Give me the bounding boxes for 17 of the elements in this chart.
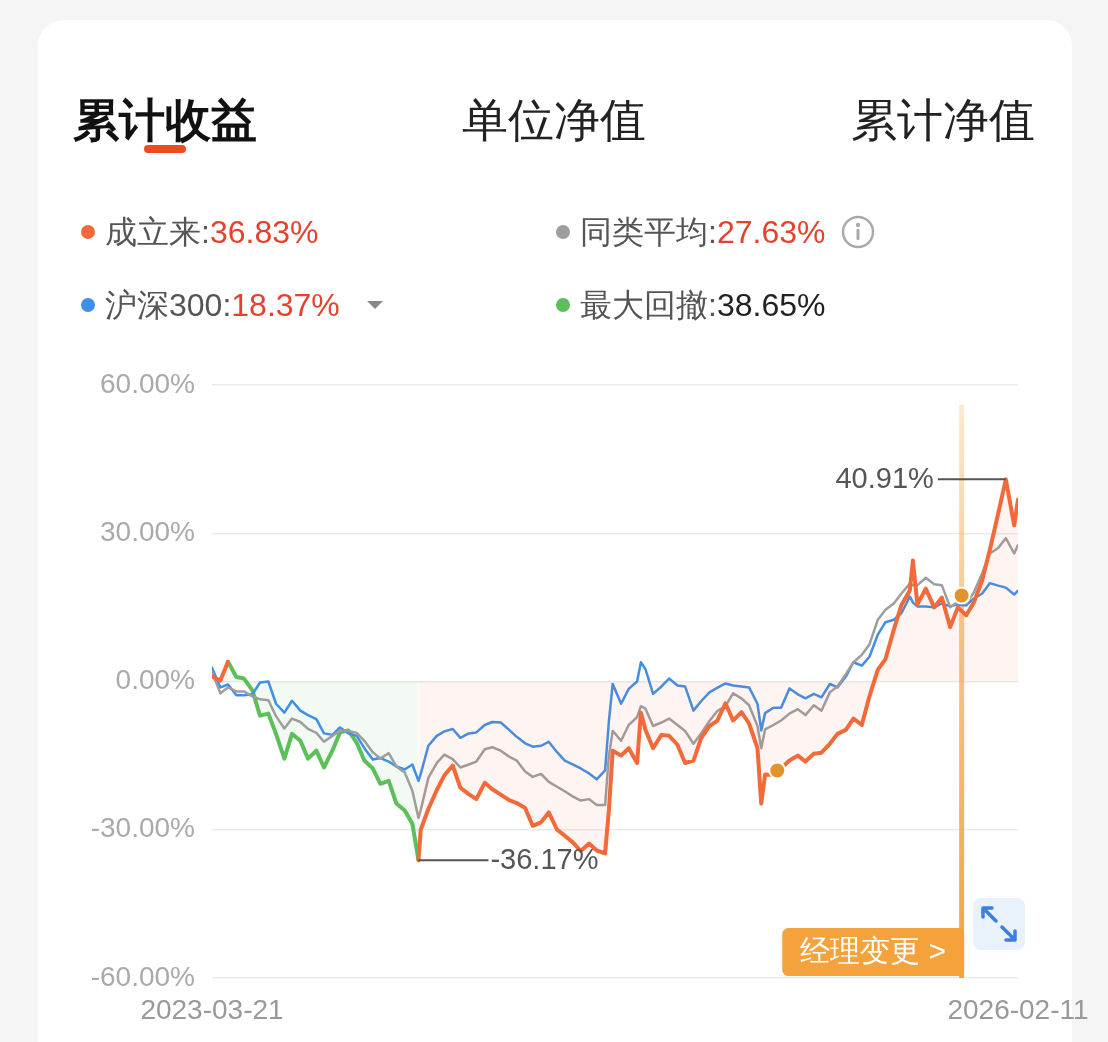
- y-tick-label: -60.00%: [90, 960, 195, 992]
- annotation: -36.17%: [490, 843, 599, 876]
- chart-title: 累计收益: [73, 93, 257, 148]
- legend-label: 最大回撤:38.65%: [580, 286, 826, 325]
- y-tick-label: 30.00%: [100, 515, 195, 547]
- ref-line-label: 经理变更 >: [800, 934, 947, 968]
- legend-label: 同类平均:27.63%: [580, 213, 826, 252]
- y-tick-label: 0.00%: [115, 664, 195, 696]
- legend-label: 成立来:36.83%: [105, 213, 319, 252]
- text: 单位净值: [462, 93, 646, 148]
- legend-label: 沪深300:18.37%: [105, 286, 340, 325]
- x-tick-label: 2026-02-11: [947, 993, 1089, 1025]
- y-tick-label: -30.00%: [90, 812, 195, 844]
- x-tick-label: 2023-03-21: [140, 993, 284, 1025]
- y-tick-label: 60.00%: [100, 367, 195, 399]
- text: 累计净值: [851, 93, 1035, 148]
- annotation: 40.91%: [835, 462, 934, 495]
